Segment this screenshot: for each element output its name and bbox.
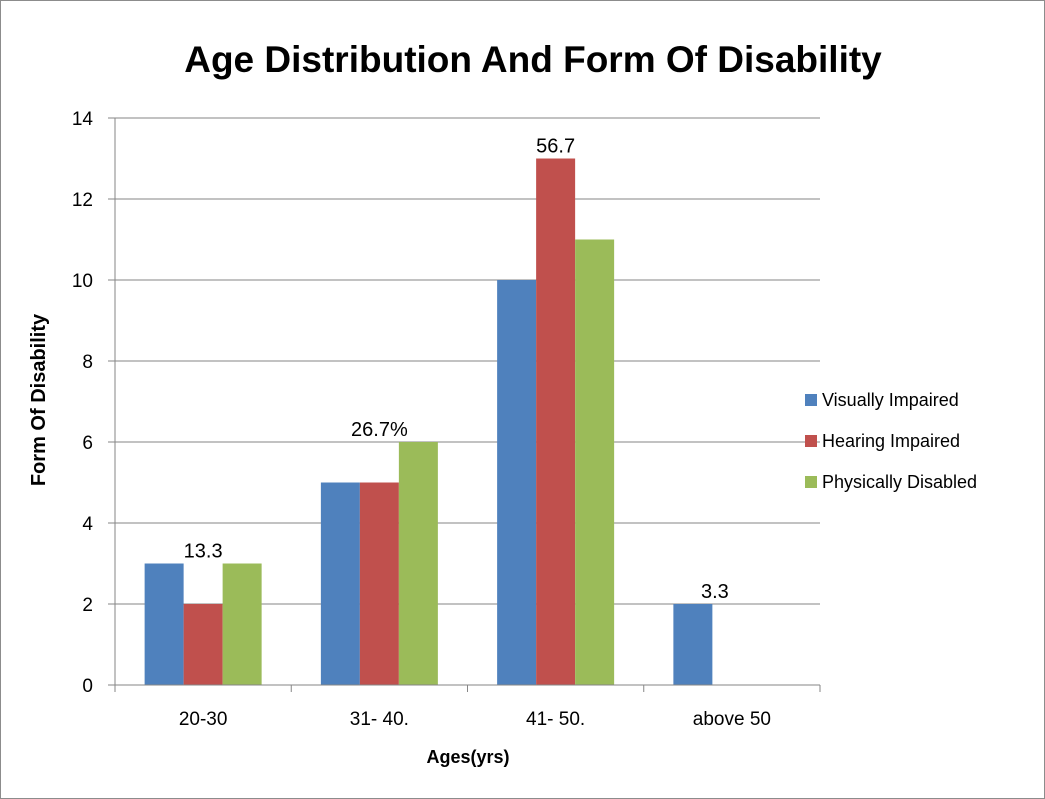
data-label: 26.7% [351, 419, 408, 441]
legend-item: Hearing Impaired [805, 431, 960, 451]
y-axis-ticks: 0 2 4 6 8 10 12 14 [72, 109, 115, 697]
x-tick-label: 31- 40. [350, 709, 409, 730]
y-tick-label: 0 [82, 676, 93, 697]
bar-hearing-impaired-1 [359, 482, 399, 685]
data-label: 13.3 [184, 541, 223, 563]
bar-hearing-impaired-2 [536, 158, 576, 685]
chart-title: Age Distribution And Form Of Disability [184, 39, 882, 80]
y-tick-label: 12 [72, 190, 93, 211]
legend-swatch [805, 476, 817, 488]
y-axis-title: Form Of Disability [28, 313, 50, 486]
y-tick-label: 10 [72, 271, 93, 292]
y-tick-label: 8 [82, 352, 93, 373]
bar-physically-disabled-0 [222, 563, 262, 685]
legend-swatch [805, 394, 817, 406]
gridlines [115, 117, 820, 605]
bar-visually-impaired-0 [144, 563, 184, 685]
legend-item: Physically Disabled [805, 472, 977, 492]
bar-physically-disabled-1 [398, 442, 438, 685]
bar-visually-impaired-1 [320, 482, 360, 685]
bars [144, 158, 713, 685]
legend-label: Hearing Impaired [822, 431, 960, 451]
x-tick-label: 41- 50. [526, 709, 585, 730]
bar-physically-disabled-2 [575, 239, 615, 685]
x-axis-title: Ages(yrs) [426, 747, 509, 767]
bar-visually-impaired-2 [497, 280, 537, 685]
data-label: 56.7 [536, 136, 575, 158]
bar-visually-impaired-3 [673, 604, 713, 685]
x-tick-label: above 50 [693, 709, 771, 730]
x-axis-ticks: 20-30 31- 40. 41- 50. above 50 [114, 685, 821, 730]
legend: Visually Impaired Hearing Impaired Physica… [805, 390, 977, 492]
legend-swatch [805, 435, 817, 447]
y-tick-label: 6 [82, 433, 93, 454]
data-labels: 13.3 26.7% 56.7 3.3 [184, 136, 729, 604]
legend-label: Physically Disabled [822, 472, 977, 492]
y-tick-label: 14 [72, 109, 94, 130]
legend-label: Visually Impaired [822, 390, 959, 410]
y-tick-label: 2 [82, 595, 93, 616]
legend-item: Visually Impaired [805, 390, 959, 410]
data-label: 3.3 [701, 581, 729, 603]
x-tick-label: 20-30 [179, 709, 228, 730]
y-tick-label: 4 [82, 514, 93, 535]
bar-hearing-impaired-0 [183, 604, 223, 685]
